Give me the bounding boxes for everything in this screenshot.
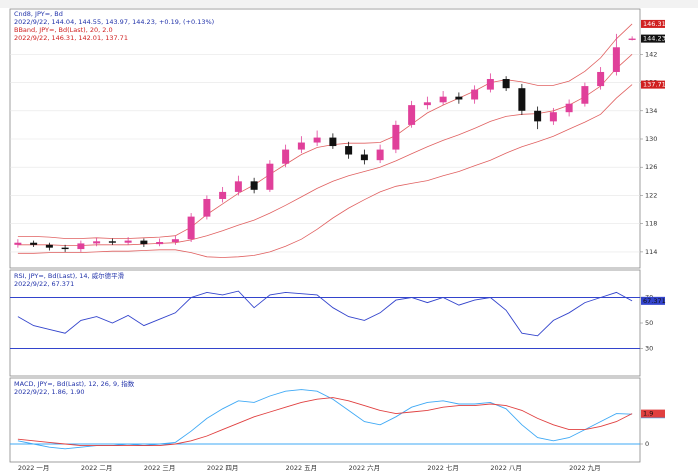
candle-body <box>471 89 479 100</box>
candle-body <box>187 216 195 240</box>
candle-body <box>502 79 510 89</box>
candle-body <box>156 242 164 245</box>
candle-body <box>61 247 69 250</box>
y-tick-label: 122 <box>645 191 657 199</box>
title-bar <box>0 0 698 8</box>
series-line <box>17 290 633 337</box>
x-tick-label: 2022 八月 <box>490 464 522 472</box>
band-upper <box>17 23 633 239</box>
candle-body <box>628 38 636 40</box>
candle-body <box>345 146 353 155</box>
x-tick-label: 2022 一月 <box>18 464 50 472</box>
price-title: Cnd8, JPY=, Bd <box>14 10 63 18</box>
candle-body <box>30 242 38 245</box>
rsi-subtitle: 2022/9/22, 67.371 <box>14 280 74 288</box>
macd-panel <box>9 377 641 463</box>
candle-body <box>234 181 242 192</box>
series-line <box>17 389 633 450</box>
band-values: 2022/9/22, 146.31, 142.01, 137.71 <box>14 34 128 42</box>
x-tick-label: 2022 七月 <box>427 463 459 472</box>
candle-body <box>329 137 337 147</box>
candle-body <box>203 198 211 217</box>
y-tick-label: 126 <box>645 163 657 171</box>
x-tick-label: 2022 五月 <box>286 464 318 472</box>
x-tick-label: 2022 三月 <box>144 464 176 472</box>
y-tick-label: 30 <box>645 345 653 353</box>
candle-body <box>534 110 542 122</box>
candle-body <box>297 142 305 150</box>
candle-body <box>408 105 416 125</box>
y-tick-label: 134 <box>645 107 657 115</box>
candle-body <box>219 191 227 199</box>
y-tick-label: 0 <box>645 440 649 448</box>
y-tick-label: 118 <box>645 220 657 228</box>
candle-body <box>282 149 290 164</box>
candle-body <box>360 154 368 161</box>
candle-body <box>250 181 258 190</box>
last-value-label: 146.31 <box>643 20 666 28</box>
last-value-box <box>641 19 665 28</box>
series-line <box>17 397 633 447</box>
candle-body <box>581 86 589 104</box>
band-middle <box>17 54 633 246</box>
y-tick-label: 50 <box>645 319 653 327</box>
candle-body <box>376 149 384 161</box>
macd-title: MACD, JPY=, Bd(Last), 12, 26, 9, 指数 <box>14 379 135 388</box>
candle-body <box>565 103 573 113</box>
candle-body <box>14 242 22 245</box>
last-value-label: 144.23 <box>643 35 666 43</box>
last-value-label: 67.371 <box>643 297 666 305</box>
candle-body <box>455 96 463 100</box>
band-legend: BBand, JPY=, Bd(Last), 20, 2.0 <box>14 26 113 34</box>
y-tick-label: 142 <box>645 50 657 58</box>
band-lower <box>17 84 633 258</box>
candle-body <box>171 239 179 243</box>
x-tick-label: 2022 二月 <box>81 464 113 472</box>
last-value-box <box>641 80 665 89</box>
last-value-label: 1.9 <box>643 410 653 418</box>
macd-subtitle: 2022/9/22, 1.86, 1.90 <box>14 388 85 396</box>
last-value-box <box>641 34 665 43</box>
candle-body <box>612 47 620 72</box>
x-tick-label: 2022 六月 <box>349 463 381 472</box>
rsi-title: RSI, JPY=, Bd(Last), 14, 威尔德平滑 <box>14 271 125 280</box>
candle-body <box>124 240 132 243</box>
last-value-label: 137.71 <box>643 81 666 89</box>
candle-body <box>77 243 85 250</box>
x-tick-label: 2022 四月 <box>207 464 239 472</box>
price-panel <box>9 8 641 269</box>
y-tick-label: 114 <box>645 248 657 256</box>
candle-body <box>439 96 447 103</box>
candle-body <box>313 137 321 143</box>
candle-body <box>486 79 494 90</box>
price-subtitle: 2022/9/22, 144.04, 144.55, 143.97, 144.2… <box>14 18 214 26</box>
candle-body <box>108 241 116 243</box>
candle-body <box>597 71 605 87</box>
last-value-box <box>641 296 665 305</box>
candle-body <box>392 124 400 150</box>
candle-body <box>266 163 274 190</box>
candle-body <box>549 112 557 122</box>
x-tick-label: 2022 九月 <box>569 463 601 472</box>
y-tick-label: 130 <box>645 135 657 143</box>
candle-body <box>423 102 431 106</box>
candle-body <box>140 240 148 245</box>
candle-body <box>518 88 526 111</box>
last-value-box <box>641 409 665 418</box>
candle-body <box>45 244 53 248</box>
candle-body <box>93 241 101 244</box>
